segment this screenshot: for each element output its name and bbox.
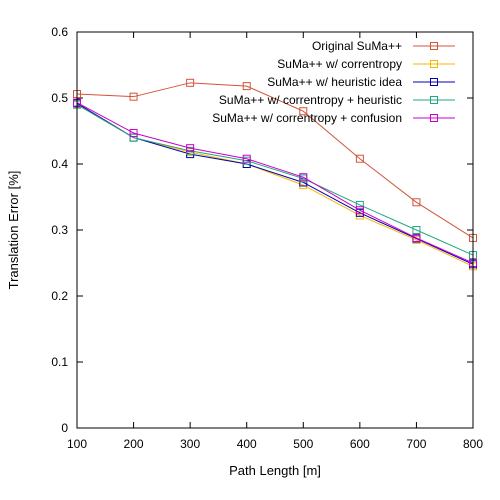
x-tick-label: 100	[67, 437, 87, 451]
y-tick-label: 0	[61, 421, 68, 435]
legend: Original SuMa++ SuMa++ w/ correntropy SuMa…	[212, 39, 455, 125]
y-tick-label: 0.6	[51, 25, 68, 39]
legend-entry: SuMa++ w/ heuristic idea	[267, 75, 455, 89]
series-line	[77, 105, 473, 255]
x-tick-label: 800	[463, 437, 483, 451]
y-tick-label: 0.4	[51, 157, 68, 171]
legend-entry: Original SuMa++	[312, 39, 455, 53]
y-tick-label: 0.2	[51, 289, 68, 303]
legend-entry: SuMa++ w/ correntropy	[277, 57, 455, 71]
legend-entry: SuMa++ w/ correntropy + heuristic	[219, 93, 455, 107]
y-tick-label: 0.1	[51, 355, 68, 369]
legend-label: Original SuMa++	[312, 39, 402, 53]
x-tick-label: 500	[293, 437, 313, 451]
legend-entry: SuMa++ w/ correntropy + confusion	[212, 111, 455, 125]
y-axis-title: Translation Error [%]	[6, 171, 21, 290]
series-2	[74, 101, 477, 270]
legend-label: SuMa++ w/ heuristic idea	[267, 75, 402, 89]
x-tick-label: 300	[180, 437, 200, 451]
plot-series	[74, 79, 477, 269]
x-tick-label: 400	[237, 437, 257, 451]
x-tick-label: 200	[124, 437, 144, 451]
legend-label: SuMa++ w/ correntropy	[277, 57, 402, 71]
legend-label: SuMa++ w/ correntropy + heuristic	[219, 93, 402, 107]
series-line	[77, 103, 473, 264]
legend-label: SuMa++ w/ correntropy + confusion	[212, 111, 402, 125]
y-tick-label: 0.3	[51, 223, 68, 237]
plot-frame	[77, 32, 473, 428]
x-tick-label: 700	[406, 437, 426, 451]
y-tick-label: 0.5	[51, 91, 68, 105]
x-axis-title: Path Length [m]	[229, 463, 321, 478]
x-tick-label: 600	[350, 437, 370, 451]
